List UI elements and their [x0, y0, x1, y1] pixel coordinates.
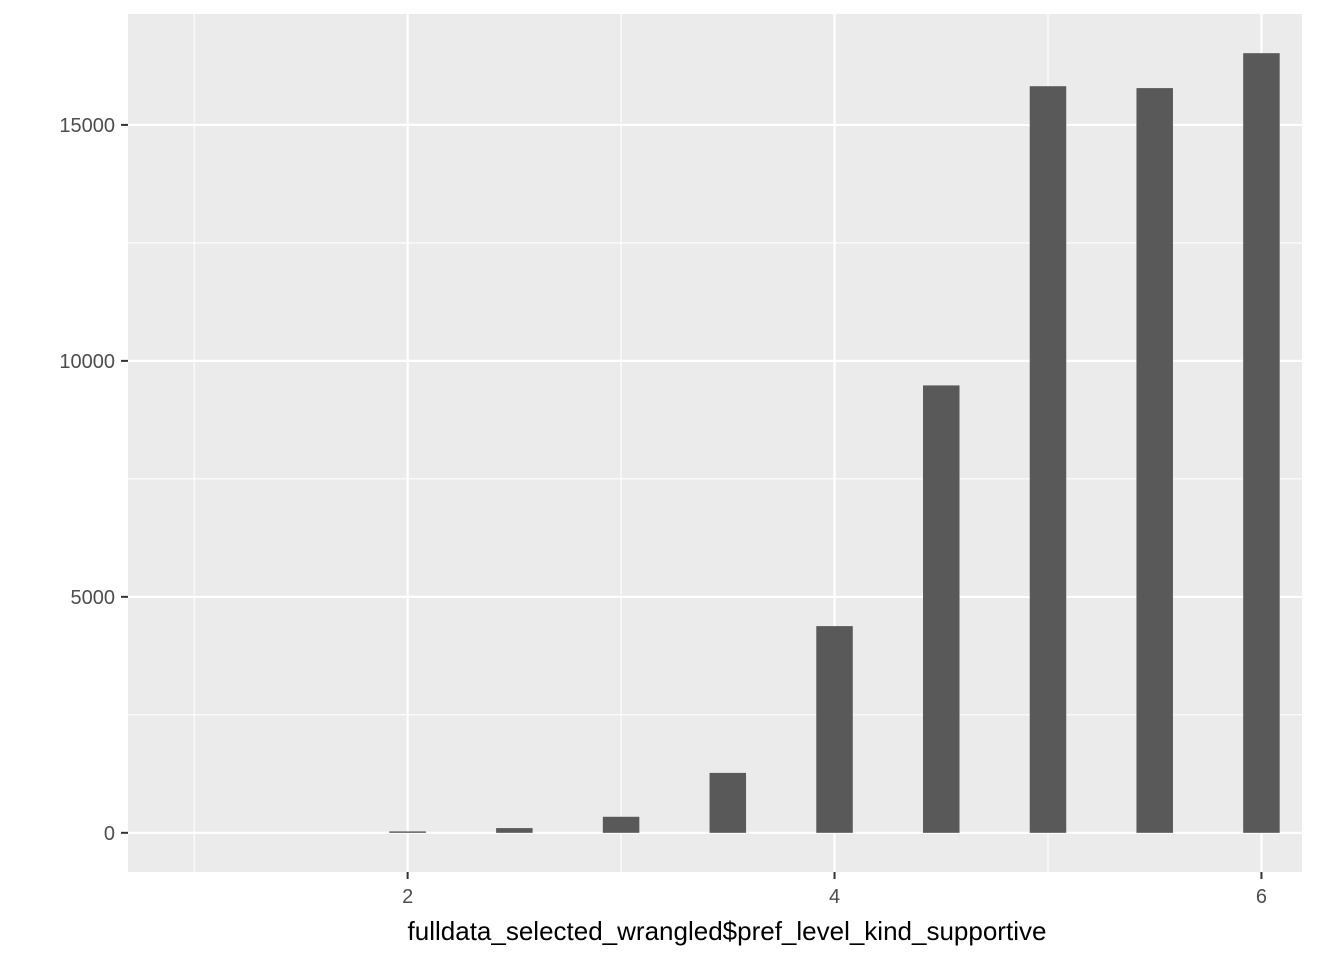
histogram-bar: [602, 816, 640, 833]
histogram-bar: [1136, 88, 1173, 833]
x-tick-label: 6: [1256, 886, 1267, 908]
bars-group: [389, 53, 1280, 833]
histogram-bar: [1243, 53, 1280, 833]
x-tick-label: 4: [829, 886, 840, 908]
histogram-bar: [923, 385, 960, 833]
y-tick-label: 0: [104, 823, 115, 845]
plot-panel: [128, 14, 1302, 872]
y-tick-label: 10000: [59, 351, 115, 373]
y-axis: 0 5000 10000 15000: [59, 115, 128, 845]
histogram-bar: [816, 626, 853, 833]
histogram-bar: [1029, 86, 1067, 833]
histogram-bar: [389, 831, 426, 833]
x-tick-label: 2: [402, 886, 413, 908]
histogram-bar: [496, 828, 533, 833]
x-axis-title: fulldata_selected_wrangled$pref_level_ki…: [408, 916, 1047, 946]
y-tick-label: 5000: [71, 587, 116, 609]
histogram-bar: [709, 772, 747, 833]
y-tick-label: 15000: [59, 115, 115, 137]
x-axis: 2 4 6: [402, 872, 1267, 908]
